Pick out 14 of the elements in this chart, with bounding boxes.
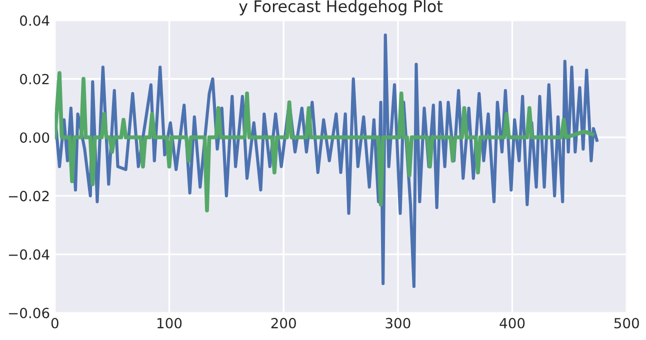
x-tick-label: 500: [614, 318, 639, 328]
y-tick-label: −0.04: [8, 249, 50, 260]
y-tick-label: −0.06: [8, 308, 50, 318]
y-tick-label: 0.04: [20, 15, 50, 26]
y-tick-label: 0.02: [20, 74, 49, 84]
chart-title: y Forecast Hedgehog Plot: [239, 0, 443, 16]
y-tick-label: −0.02: [8, 190, 49, 202]
line-series: [54, 71, 594, 212]
x-tick-label: 100: [158, 318, 182, 328]
x-tick-label: 0: [51, 318, 58, 328]
x-tick-label: 400: [500, 318, 525, 328]
y-tick-label: 0.00: [20, 132, 50, 143]
x-tick-label: 300: [386, 318, 410, 328]
x-tick-label: 200: [271, 318, 296, 328]
